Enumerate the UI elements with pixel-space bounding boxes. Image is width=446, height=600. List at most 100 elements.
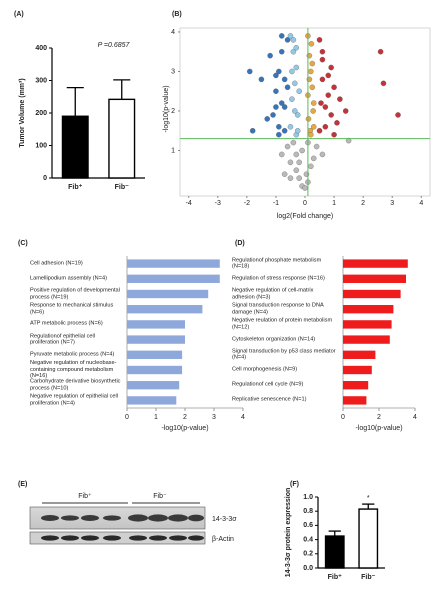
y-tick-label: 1 [171, 147, 175, 154]
point [287, 159, 294, 166]
point [293, 64, 300, 71]
band-label: 14-3-3σ [212, 516, 237, 523]
bar [343, 305, 394, 314]
x-axis-label: -log10(p-value) [161, 425, 208, 432]
y-axis-label: -log10(p-value) [163, 85, 170, 132]
category-label: Negative regulation of epithelial cell p… [30, 393, 119, 407]
category-label: Replicative senescence (N=1) [232, 397, 307, 404]
bar [127, 320, 185, 329]
point [273, 72, 279, 79]
point [281, 171, 288, 177]
point [334, 120, 340, 126]
x-tick-label: 0 [125, 414, 129, 421]
point [316, 127, 323, 134]
point [328, 112, 334, 118]
point [287, 124, 294, 130]
point [289, 96, 295, 102]
x-tick-label: 3 [212, 414, 216, 421]
point [290, 48, 297, 55]
point [377, 48, 384, 55]
y-tick-label: 0.4 [303, 536, 313, 543]
category-label: Cytoskeleton organization (N=14) [232, 336, 316, 343]
category-label: Cell morphogenesis (N=9) [232, 366, 298, 373]
point [273, 88, 279, 94]
point [281, 76, 288, 83]
point [308, 41, 315, 47]
bar [358, 508, 379, 569]
x-tick-label: 4 [413, 414, 417, 421]
point [284, 84, 291, 91]
point [310, 124, 317, 130]
y-tick-label: 0.2 [303, 551, 313, 558]
bar [127, 396, 177, 405]
point [294, 127, 301, 134]
group-label: Fib⁻ [153, 493, 167, 500]
x-tick-label: -2 [244, 200, 250, 207]
point [310, 108, 316, 114]
point [319, 76, 326, 83]
panel-label: (E) [18, 481, 27, 488]
point [264, 116, 270, 122]
bar [127, 381, 180, 390]
panel-label: (D) [235, 240, 245, 247]
x-tick-label: -1 [273, 200, 279, 207]
point [296, 88, 302, 94]
y-tick-label: 1.0 [303, 494, 313, 501]
x-tick-label: 2 [361, 200, 365, 207]
bar [343, 274, 406, 283]
y-tick-label: 200 [35, 110, 47, 117]
x-tick-label: Fib⁺ [328, 574, 342, 581]
x-tick-label: -4 [186, 200, 192, 207]
point [316, 37, 323, 43]
category-label: Carbohydrate derivative biosynthetic pro… [30, 378, 121, 392]
point [309, 84, 316, 91]
panel-label: (F) [290, 481, 299, 488]
x-tick-label: 1 [332, 200, 336, 207]
x-tick-label: 0 [341, 414, 345, 421]
point [293, 45, 300, 51]
point [331, 84, 337, 91]
point [325, 92, 332, 98]
point [281, 127, 288, 134]
point [247, 68, 253, 75]
x-axis-label: -log10(p-value) [355, 425, 402, 432]
bar [343, 381, 369, 390]
point [284, 37, 291, 43]
point [249, 127, 256, 134]
category-label: Regulationof epithelial cell proliferati… [30, 333, 95, 346]
point [328, 64, 334, 71]
point [281, 104, 288, 110]
category-label: Negative reulation of protein metabolism… [232, 317, 333, 331]
x-tick-label: Fib⁻ [115, 184, 129, 191]
point [380, 80, 387, 87]
category-label: Negative regulation of nucleobase-contai… [30, 360, 117, 380]
point [313, 143, 320, 150]
y-tick-label: 0 [43, 175, 47, 182]
point [258, 76, 265, 83]
x-tick-label: 4 [419, 200, 423, 207]
point [345, 137, 352, 144]
point [342, 108, 349, 114]
point [278, 151, 285, 158]
x-tick-label: 1 [154, 414, 158, 421]
x-tick-label: 2 [183, 414, 187, 421]
point [305, 116, 312, 122]
point [331, 131, 337, 138]
y-tick-label: 300 [35, 77, 47, 84]
x-tick-label: 3 [390, 200, 394, 207]
category-label: Cell adhesion (N=19) [30, 260, 83, 267]
y-tick-label: 2 [171, 108, 175, 115]
category-label: Signal transduction response to DNA dama… [232, 302, 324, 316]
bar [127, 305, 203, 314]
bar [127, 289, 209, 299]
point [293, 167, 300, 173]
panel-label: (A) [14, 11, 24, 18]
point [322, 124, 329, 130]
point [276, 131, 282, 138]
category-label: ATP metabolic process (N=6) [30, 321, 103, 328]
bar [108, 98, 136, 179]
bar [343, 259, 408, 268]
point [310, 155, 317, 162]
category-label: Regulation of stress response (N=16) [232, 275, 325, 282]
